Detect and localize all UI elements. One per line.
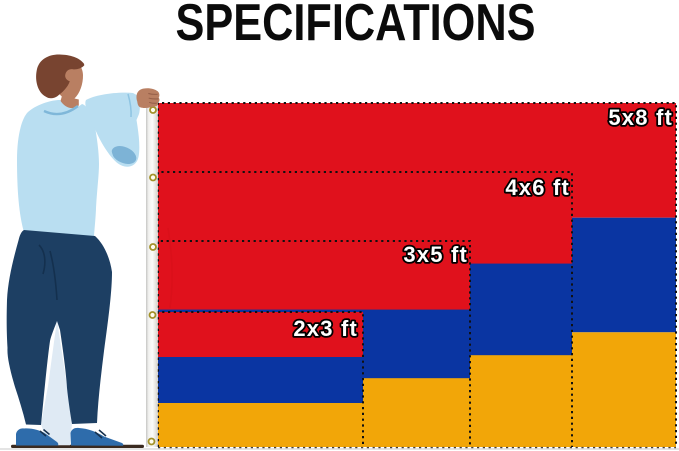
svg-text:2x3 ft: 2x3 ft [293,316,358,341]
svg-text:5x8 ft: 5x8 ft [608,105,673,130]
svg-text:3x5 ft: 3x5 ft [403,242,468,267]
svg-text:SPECIFICATIONS: SPECIFICATIONS [176,0,536,52]
svg-text:4x6 ft: 4x6 ft [505,175,570,200]
